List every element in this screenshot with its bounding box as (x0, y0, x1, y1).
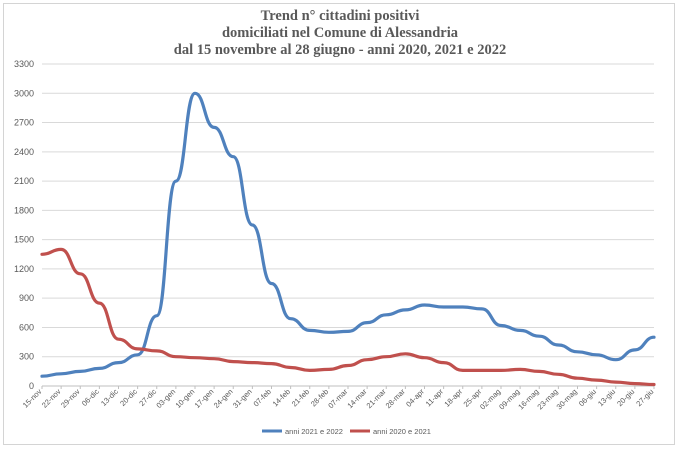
x-tick-label: 17-gen (193, 387, 216, 410)
x-tick-label: 13-dic (99, 387, 120, 408)
y-tick-label: 1800 (14, 205, 34, 215)
y-tick-label: 900 (19, 293, 34, 303)
y-tick-label: 3300 (14, 59, 34, 69)
x-tick-label: 07-mar (326, 387, 350, 411)
y-tick-label: 2100 (14, 176, 34, 186)
x-tick-label: 03-gen (154, 387, 177, 410)
y-tick-label: 0 (29, 381, 34, 391)
x-tick-label: 31-gen (231, 387, 254, 410)
chart-title-line-3: dal 15 novembre al 28 giugno - anni 2020… (173, 42, 507, 58)
y-tick-label: 2400 (14, 147, 34, 157)
x-tick-label: 06-giu (577, 387, 598, 408)
x-tick-label: 20-giu (615, 387, 636, 408)
x-tick-label: 14-feb (271, 387, 292, 408)
x-tick-label: 21-mar (364, 387, 388, 411)
legend-label-1: anni 2021 e 2022 (285, 427, 343, 436)
x-tick-label: 18-apr (442, 387, 464, 409)
series-line-1 (40, 91, 656, 378)
legend: anni 2021 e 2022 anni 2020 e 2021 (262, 427, 431, 436)
x-tick-label: 07-feb (252, 387, 273, 408)
x-tick-label: 10-gen (174, 387, 197, 410)
x-tick-label: 14-mar (345, 387, 369, 411)
y-tick-label: 1500 (14, 235, 34, 245)
y-tick-label: 3000 (14, 88, 34, 98)
y-tick-label: 600 (19, 322, 34, 332)
series-lines (40, 91, 656, 387)
x-tick-label: 28-mar (384, 387, 408, 411)
series-line-2 (40, 247, 656, 387)
x-tick-label: 04-apr (404, 387, 426, 409)
y-tick-label: 1200 (14, 264, 34, 274)
x-tick-label: 20-dic (118, 387, 139, 408)
x-tick-label: 24-gen (212, 387, 235, 410)
x-tick-label: 11-apr (424, 387, 446, 409)
x-tick-label: 22-nov (40, 387, 63, 410)
chart-title-line-2: domiciliati nel Comune di Alessandria (221, 25, 459, 41)
x-tick-label: 27-giu (634, 387, 655, 408)
x-tick-label: 13-giu (596, 387, 617, 408)
chart-frame (3, 3, 675, 445)
y-axis-ticks: 0 300 600 900 1200 1500 1800 2100 2400 2700 3000 33… (14, 59, 34, 391)
x-axis-ticks: 15-nov22-nov29-nov06-dic13-dic20-dic27-d… (21, 386, 655, 411)
x-tick-label: 29-nov (59, 387, 82, 410)
y-tick-label: 300 (19, 352, 34, 362)
x-tick-label: 06-dic (80, 387, 101, 408)
y-tick-label: 2700 (14, 118, 34, 128)
chart-title-line-1: Trend n° cittadini positivi (260, 8, 420, 24)
legend-label-2: anni 2020 e 2021 (373, 427, 431, 436)
x-tick-label: 30-mag (555, 387, 579, 411)
gridlines (42, 63, 654, 387)
x-tick-label: 21-feb (290, 387, 311, 408)
